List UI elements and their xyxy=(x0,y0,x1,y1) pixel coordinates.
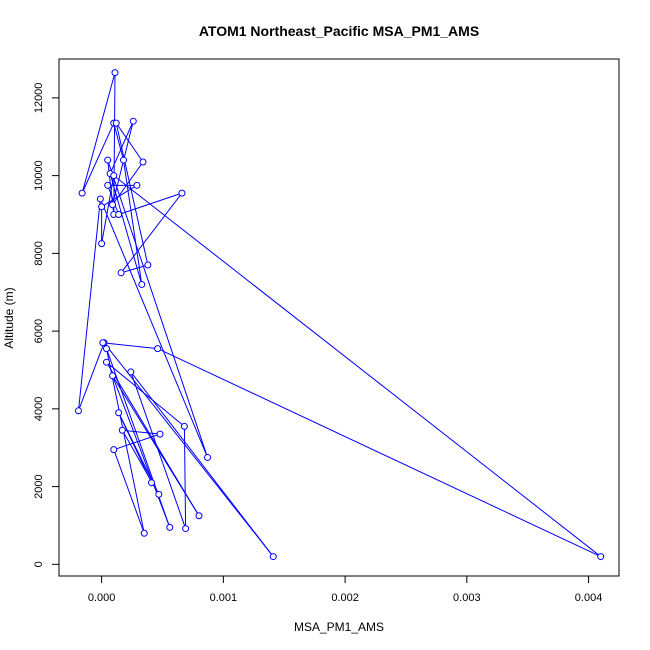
data-point xyxy=(78,189,86,197)
data-point xyxy=(139,158,147,166)
y-tick-label: 6000 xyxy=(33,319,45,343)
data-point xyxy=(129,117,137,125)
y-tick-label: 0 xyxy=(33,561,45,567)
data-point xyxy=(166,523,174,531)
data-point xyxy=(110,446,118,454)
x-tick-label: 0.000 xyxy=(88,592,116,604)
data-point xyxy=(597,553,605,561)
series-line-segment xyxy=(78,342,105,411)
data-point xyxy=(102,345,110,353)
data-point xyxy=(104,156,112,164)
data-point xyxy=(98,240,106,248)
y-tick-label: 10000 xyxy=(33,160,45,191)
data-point xyxy=(96,195,104,203)
x-tick-label: 0.003 xyxy=(453,592,481,604)
data-point xyxy=(110,172,118,180)
data-point xyxy=(102,358,110,366)
series-line-segment xyxy=(102,342,158,350)
series-line-segment xyxy=(77,198,101,411)
data-point xyxy=(111,69,119,77)
y-tick-label: 8000 xyxy=(33,241,45,265)
data-point xyxy=(99,339,107,347)
x-axis: 0.000 0.001 0.002 0.003 0.004 xyxy=(88,575,603,604)
series-line-segment xyxy=(115,123,149,266)
data-point xyxy=(180,422,188,430)
series-line-segment xyxy=(113,72,116,215)
series-line-segment xyxy=(157,348,601,558)
series-line-segment xyxy=(183,426,187,529)
y-axis-label: Altitude (m) xyxy=(2,287,16,348)
series-line-segment xyxy=(101,175,115,244)
data-point xyxy=(148,479,156,487)
data-point xyxy=(117,269,125,277)
series-line-segment xyxy=(106,361,200,517)
series-line-segment xyxy=(81,72,116,194)
data-point xyxy=(156,430,164,438)
series-line-segment xyxy=(112,375,171,528)
y-tick-label: 4000 xyxy=(33,397,45,421)
data-point xyxy=(154,345,162,353)
data-point xyxy=(74,407,82,415)
data-point xyxy=(178,189,186,197)
x-axis-label: MSA_PM1_AMS xyxy=(294,620,384,634)
data-point xyxy=(115,210,123,218)
series-line-segment xyxy=(115,122,144,163)
series-line-segment xyxy=(113,433,161,451)
series-line-segment xyxy=(99,198,208,458)
x-tick-label: 0.002 xyxy=(331,592,359,604)
x-tick-label: 0.004 xyxy=(575,592,603,604)
data-point xyxy=(98,203,106,211)
data-point xyxy=(109,201,117,209)
data-point xyxy=(127,368,135,376)
data-point xyxy=(144,261,152,269)
data-point xyxy=(155,490,163,498)
data-point xyxy=(182,525,190,533)
data-point xyxy=(118,426,126,434)
data-point xyxy=(112,119,120,127)
data-point xyxy=(120,156,128,164)
series-line-segment xyxy=(103,342,274,557)
chart-title: ATOM1 Northeast_Pacific MSA_PM1_AMS xyxy=(199,23,479,39)
series-line-segment xyxy=(122,429,161,435)
series-line-segment xyxy=(120,192,183,274)
data-point xyxy=(204,453,212,461)
data-point xyxy=(104,181,112,189)
series-line-segment xyxy=(112,161,144,206)
data-point xyxy=(109,372,117,380)
series-line-segment xyxy=(113,175,602,557)
y-tick-label: 2000 xyxy=(33,474,45,498)
series-line-segment xyxy=(130,371,187,529)
y-axis: 0 2000 4000 6000 8000 10000 12000 xyxy=(33,83,60,567)
data-point xyxy=(195,512,203,520)
data-point xyxy=(115,409,123,417)
data-point xyxy=(140,529,148,537)
series-line-segment xyxy=(113,123,125,161)
series-msa-pm1-ams xyxy=(74,69,605,561)
series-line-segment xyxy=(113,449,145,534)
data-point xyxy=(133,181,141,189)
series-line-segment xyxy=(120,264,149,274)
series-line-segment xyxy=(123,159,143,285)
series-line-segment xyxy=(105,348,145,534)
data-point xyxy=(269,553,277,561)
y-tick-label: 12000 xyxy=(33,83,45,114)
series-line-segment xyxy=(107,159,208,458)
data-point xyxy=(138,280,146,288)
series-line-segment xyxy=(81,122,115,194)
x-tick-label: 0.001 xyxy=(210,592,238,604)
